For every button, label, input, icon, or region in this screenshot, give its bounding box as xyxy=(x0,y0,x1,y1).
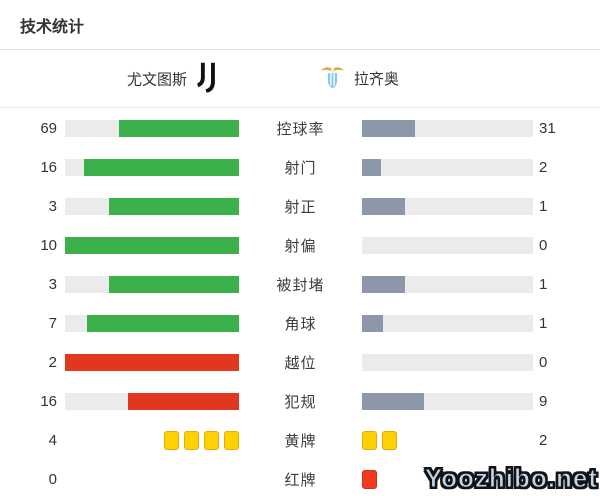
home-bar xyxy=(65,237,239,254)
home-value: 2 xyxy=(48,354,57,371)
yellow-card-icon xyxy=(184,431,199,450)
away-value: 1 xyxy=(539,276,548,293)
away-bar xyxy=(362,431,533,450)
home-bar-fill xyxy=(65,237,239,254)
away-value: 31 xyxy=(539,120,556,137)
away-bar-fill xyxy=(362,276,405,293)
home-value: 16 xyxy=(40,159,57,176)
stat-row: 4 黄牌 2 xyxy=(0,421,600,460)
away-bar xyxy=(362,198,533,215)
home-team: 尤文图斯 xyxy=(127,60,218,97)
yellow-card-icon xyxy=(382,431,397,450)
home-bar xyxy=(65,354,239,371)
home-bar-fill xyxy=(118,120,239,137)
home-bar xyxy=(65,120,239,137)
away-bar xyxy=(362,470,533,489)
home-value: 4 xyxy=(48,432,57,449)
away-value: 2 xyxy=(539,432,548,449)
page-title: 技术统计 xyxy=(0,0,600,50)
away-value: 1 xyxy=(539,198,548,215)
stat-label: 越位 xyxy=(284,355,317,372)
away-bar-fill xyxy=(362,120,415,137)
home-bar xyxy=(65,431,239,450)
home-value: 10 xyxy=(40,237,57,254)
home-value: 7 xyxy=(48,315,57,332)
away-team-name: 拉齐奥 xyxy=(354,71,400,88)
red-card-icon xyxy=(362,470,377,489)
stat-row: 3 被封堵 1 xyxy=(0,265,600,304)
stat-row: 16 射门 2 xyxy=(0,148,600,187)
yellow-card-icon xyxy=(164,431,179,450)
stat-row: 10 射偏 0 xyxy=(0,226,600,265)
yellow-card-icon xyxy=(204,431,219,450)
away-value: 1 xyxy=(539,315,548,332)
stat-row: 16 犯规 9 xyxy=(0,382,600,421)
away-value: 0 xyxy=(539,354,548,371)
stat-row: 69 控球率 31 xyxy=(0,109,600,148)
stat-row: 2 越位 0 xyxy=(0,343,600,382)
teams-header: 尤文图斯 拉齐奥 xyxy=(0,50,600,108)
away-bar xyxy=(362,276,533,293)
stat-label: 角球 xyxy=(284,316,317,333)
away-bar-fill xyxy=(362,159,381,176)
away-bar-fill xyxy=(362,198,405,215)
away-value: 0 xyxy=(539,237,548,254)
stat-row: 3 射正 1 xyxy=(0,187,600,226)
home-bar-fill xyxy=(127,393,239,410)
home-value: 16 xyxy=(40,393,57,410)
stat-row: 0 红牌 1 xyxy=(0,460,600,496)
away-bar xyxy=(362,237,533,254)
home-value: 3 xyxy=(48,198,57,215)
stat-label: 被封堵 xyxy=(276,277,325,294)
home-bar xyxy=(65,470,239,489)
home-bar-fill xyxy=(86,315,239,332)
home-value: 69 xyxy=(40,120,57,137)
away-bar xyxy=(362,120,533,137)
home-bar xyxy=(65,315,239,332)
home-bar xyxy=(65,159,239,176)
home-bar-fill xyxy=(84,159,239,176)
away-bar xyxy=(362,354,533,371)
stats-list: 69 控球率 31 16 射门 2 3 射正 1 10 xyxy=(0,108,600,496)
home-bar xyxy=(65,393,239,410)
away-bar xyxy=(362,315,533,332)
juventus-logo-icon xyxy=(196,60,218,97)
away-bar-fill xyxy=(362,315,384,332)
away-value: 9 xyxy=(539,393,548,410)
stat-label: 控球率 xyxy=(276,121,325,138)
stat-row: 7 角球 1 xyxy=(0,304,600,343)
home-value: 0 xyxy=(48,471,57,488)
stat-label: 犯规 xyxy=(284,394,317,411)
away-bar xyxy=(362,159,533,176)
away-value: 1 xyxy=(539,471,548,488)
away-team: 拉齐奥 xyxy=(320,63,399,95)
watermark: Yoozhibo.net xyxy=(424,463,598,494)
stat-label: 黄牌 xyxy=(284,433,317,450)
yellow-card-icon xyxy=(224,431,239,450)
home-team-name: 尤文图斯 xyxy=(127,71,188,88)
lazio-logo-icon xyxy=(320,63,345,95)
away-value: 2 xyxy=(539,159,548,176)
stat-label: 射门 xyxy=(284,160,317,177)
stat-label: 射正 xyxy=(284,199,317,216)
away-bar-fill xyxy=(362,393,424,410)
home-bar-fill xyxy=(108,276,239,293)
home-bar xyxy=(65,276,239,293)
home-bar-fill xyxy=(65,354,239,371)
away-bar xyxy=(362,393,533,410)
home-bar-fill xyxy=(108,198,239,215)
stat-label: 射偏 xyxy=(284,238,317,255)
yellow-card-icon xyxy=(362,431,377,450)
home-value: 3 xyxy=(48,276,57,293)
stat-label: 红牌 xyxy=(284,472,317,489)
home-bar xyxy=(65,198,239,215)
